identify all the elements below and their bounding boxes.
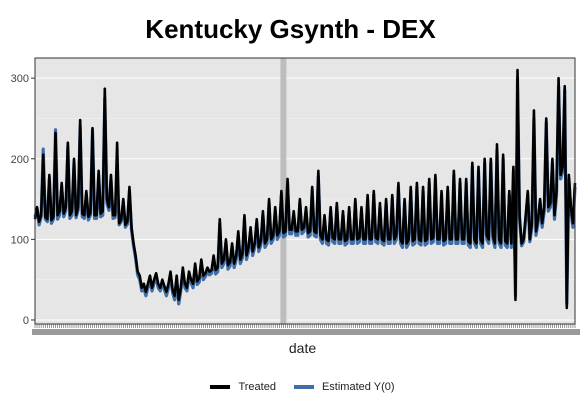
legend-item-treated: Treated xyxy=(210,381,276,393)
x-axis xyxy=(32,324,580,335)
legend-label-estimated: Estimated Y(0) xyxy=(321,381,395,393)
y-tick-label: 200 xyxy=(11,154,29,166)
treatment-start-line xyxy=(280,58,287,324)
chart-title: Kentucky Gsynth - DEX xyxy=(145,14,436,44)
x-axis-label: date xyxy=(288,340,317,356)
legend-key-estimated xyxy=(293,385,314,389)
treatment-marker xyxy=(280,58,287,324)
series-line-treated xyxy=(33,68,577,310)
y-tick-label: 100 xyxy=(11,234,29,246)
legend: Treated Estimated Y(0) xyxy=(0,381,581,393)
y-tick-label: 0 xyxy=(23,315,29,327)
plot-border xyxy=(34,57,576,325)
series-layer xyxy=(33,68,577,310)
legend-key-treated xyxy=(210,385,231,389)
y-axis: 0 100 200 300 xyxy=(11,73,35,327)
legend-item-estimated: Estimated Y(0) xyxy=(293,381,395,393)
x-tick-label-band xyxy=(32,329,580,335)
y-tick-label: 300 xyxy=(11,73,29,85)
legend-label-treated: Treated xyxy=(238,381,276,393)
